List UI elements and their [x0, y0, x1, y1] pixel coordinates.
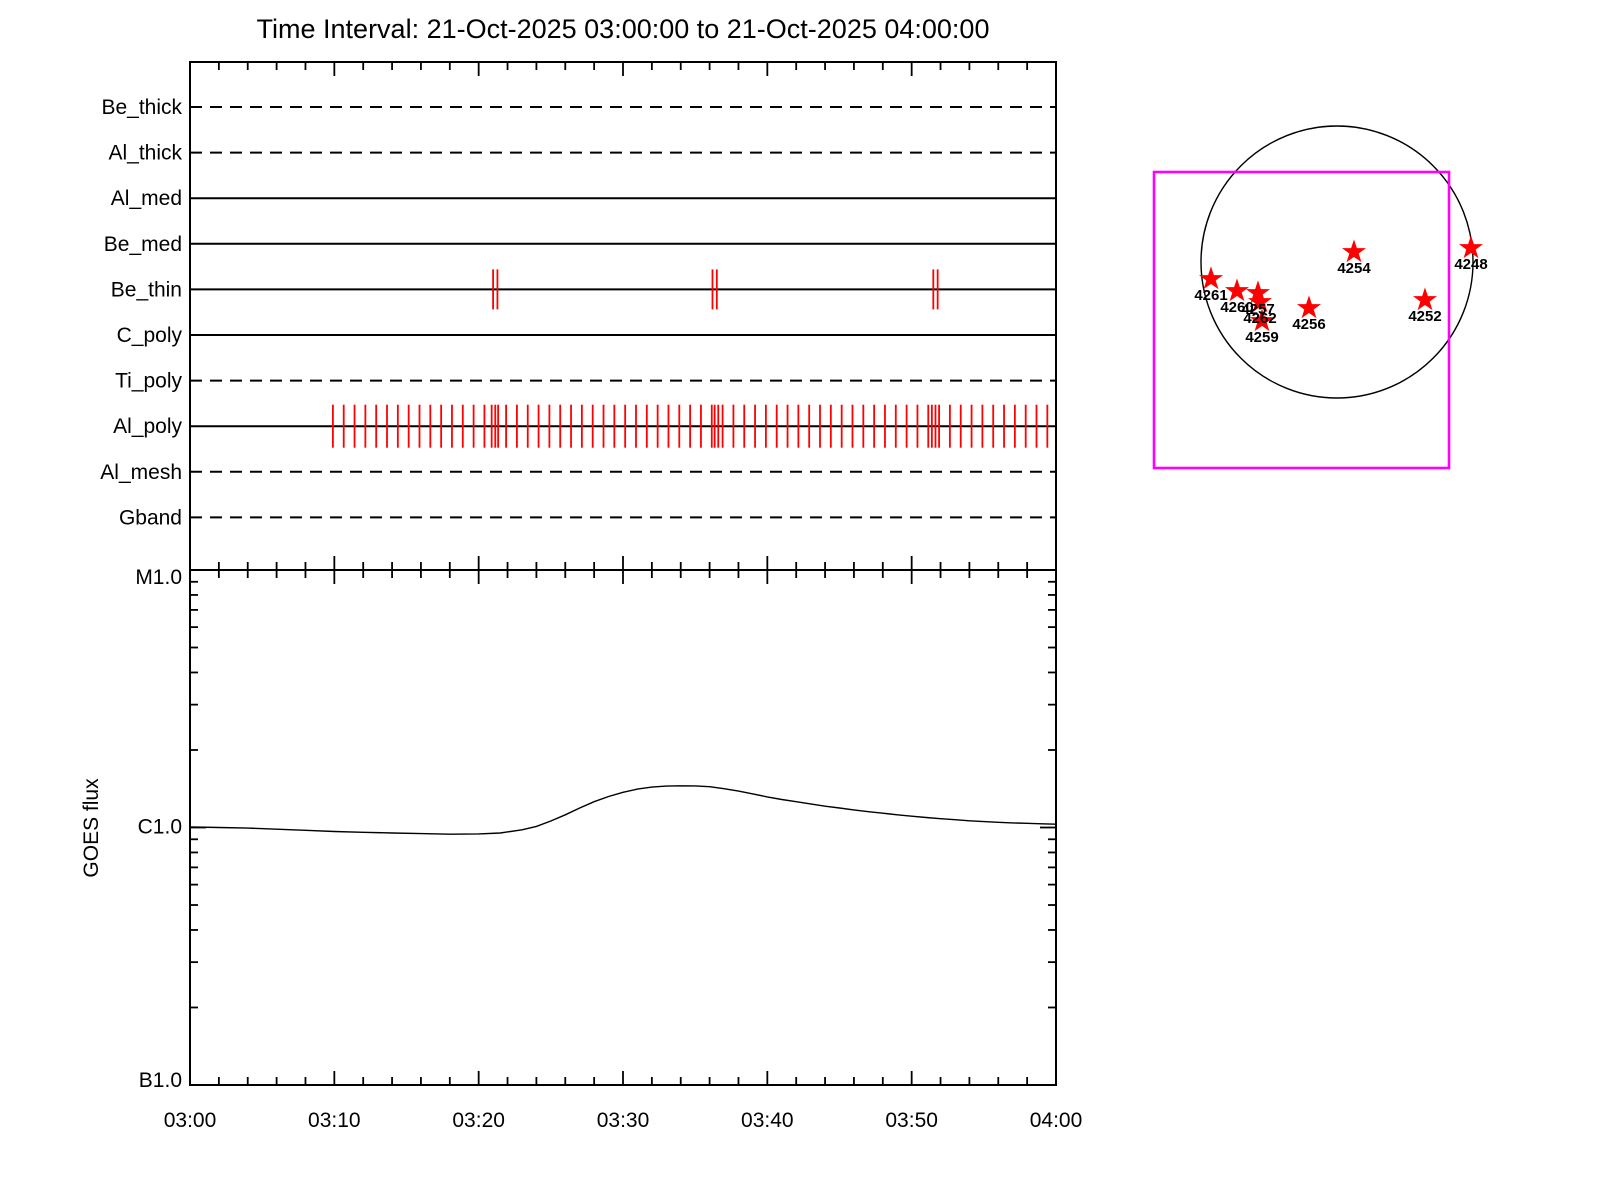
active-region-stars	[1198, 235, 1484, 332]
active-region-star	[1198, 266, 1224, 290]
solar-disk	[1200, 125, 1474, 399]
active-region-label: 4256	[1292, 316, 1325, 333]
filter-label: Al_med	[111, 187, 182, 210]
active-region-label: 4254	[1337, 260, 1371, 277]
active-region-star	[1224, 278, 1250, 302]
x-tick-label: 03:30	[597, 1109, 650, 1132]
active-region-star	[1412, 287, 1438, 311]
x-tick-label: 03:20	[452, 1109, 505, 1132]
y-tick-label: C1.0	[138, 816, 182, 839]
active-region-star	[1296, 295, 1322, 319]
filter-label: Be_med	[104, 233, 182, 256]
goes-panel-frame	[189, 569, 1057, 1086]
filter-label: Al_thick	[108, 142, 182, 165]
y-tick-label: B1.0	[139, 1069, 182, 1092]
active-region-label: 4252	[1408, 308, 1441, 325]
plot-title: Time Interval: 21-Oct-2025 03:00:00 to 2…	[256, 14, 990, 44]
active-region-star	[1249, 308, 1275, 332]
x-ticks-panel1-top	[189, 62, 1057, 76]
x-tick-label: 03:10	[308, 1109, 361, 1132]
active-region-label: 4248	[1454, 256, 1487, 273]
active-region-star	[1341, 239, 1367, 263]
active-region-star	[1458, 235, 1484, 259]
exposure-marks-Al_poly	[331, 404, 1049, 448]
x-ticks-panel2-bottom	[189, 1071, 1057, 1085]
xrt-fov-box	[1152, 170, 1451, 470]
filter-label: Be_thick	[101, 96, 182, 119]
x-tick-label: 04:00	[1030, 1109, 1083, 1132]
filter-label: Ti_poly	[115, 370, 182, 393]
goes-flux-curve	[189, 785, 1057, 835]
active-region-label: 4262	[1243, 310, 1276, 327]
filter-label: Be_thin	[111, 278, 182, 301]
x-tick-label: 03:50	[885, 1109, 938, 1132]
filter-label: Al_poly	[113, 415, 182, 438]
y-tick-label: M1.0	[135, 566, 182, 589]
x-ticks-panel2-top	[189, 570, 1057, 584]
filter-label: C_poly	[117, 324, 183, 347]
goes-y-ticks	[190, 569, 1056, 1086]
active-region-label: 4259	[1245, 329, 1278, 346]
filter-label: Al_mesh	[100, 461, 182, 484]
x-tick-label: 03:40	[741, 1109, 794, 1132]
exposure-marks-Be_thin	[492, 269, 939, 310]
x-tick-label: 03:00	[164, 1109, 217, 1132]
filter-panel-frame	[189, 61, 1057, 571]
x-ticks-panel1-bottom	[189, 556, 1057, 570]
active-region-star	[1247, 289, 1273, 313]
active-region-label: 4257	[1241, 301, 1274, 318]
filter-label: Gband	[119, 506, 182, 529]
active-region-label: 4260	[1220, 299, 1253, 316]
active-region-label: 4261	[1194, 287, 1227, 304]
